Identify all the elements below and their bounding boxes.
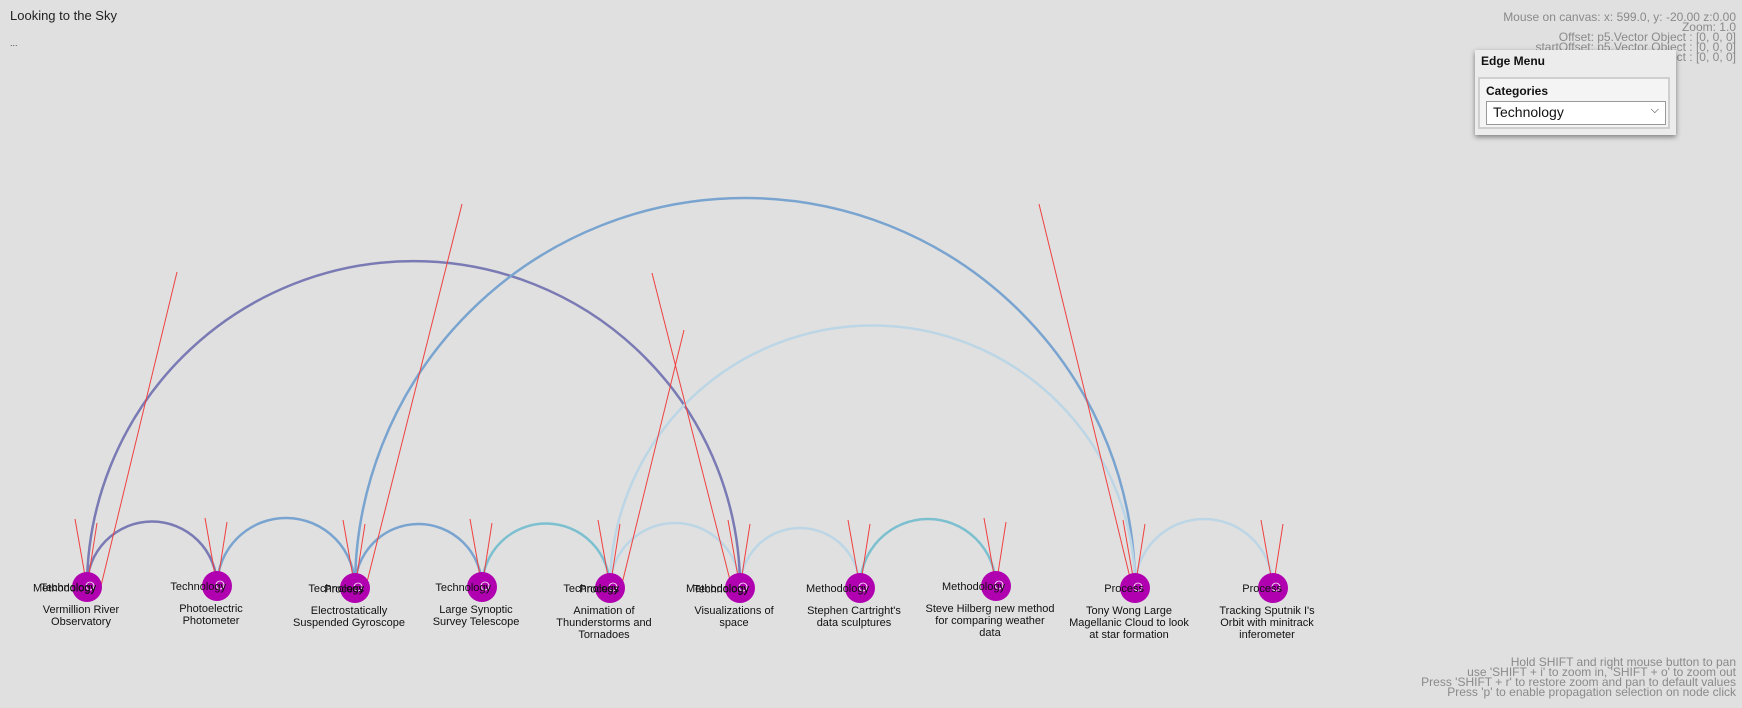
- node-circle[interactable]: [340, 573, 370, 603]
- edge-arc: [215, 516, 357, 589]
- graph-node[interactable]: Methodology Stephen Cartright's data sculp…: [806, 573, 901, 629]
- hint-line: Press 'p' to enable propagation selectio…: [1447, 685, 1736, 699]
- node-category-label: Methodology: [942, 581, 1005, 593]
- node-title: Tracking Sputnik I's Orbit with minitrack…: [1219, 605, 1315, 641]
- edge-arc: [480, 522, 612, 589]
- node-category-label: Technology: [693, 584, 749, 596]
- edge-arc: [353, 196, 1137, 589]
- node-ring: [858, 582, 868, 592]
- edge-menu-title: Edge Menu: [1481, 54, 1546, 68]
- edge-arc: [858, 517, 998, 589]
- node-circle[interactable]: [981, 571, 1011, 601]
- node-category-label: Methodology: [33, 583, 96, 595]
- node-title: Vermillion River Observatory: [43, 604, 120, 628]
- node-ring: [738, 582, 748, 592]
- debug-line: Zoom: 1.0: [1681, 20, 1736, 34]
- graph-node[interactable]: Process Tony Wong Large Magellanic Cloud t…: [1069, 573, 1189, 641]
- node-category-label: Process: [1104, 583, 1144, 595]
- graph-node[interactable]: Process Tracking Sputnik I's Orbit with mi…: [1219, 573, 1315, 641]
- graph-node[interactable]: Methodology Steve Hilberg new method for c…: [925, 571, 1055, 639]
- node-title: Visualizations of space: [694, 605, 774, 629]
- node-title: Steve Hilberg new method for comparing we…: [925, 603, 1054, 639]
- edge-arc: [608, 324, 1137, 589]
- node-category-label: Methodology: [806, 583, 869, 595]
- node-title: Photoelectric Photometer: [179, 603, 243, 627]
- node-circle[interactable]: [595, 573, 625, 603]
- node-ring: [215, 580, 225, 590]
- edge-arc: [608, 521, 742, 589]
- edge-arc: [85, 259, 742, 589]
- node-category-label: Process: [579, 584, 619, 596]
- node-circle[interactable]: [1120, 573, 1150, 603]
- edge-menu-panel: Edge Menu Categories Technology ⌵: [1475, 50, 1676, 135]
- node-category-label: Methodology: [686, 583, 749, 595]
- node-spike: [1038, 203, 1134, 591]
- node-spike: [619, 329, 685, 593]
- node-circle[interactable]: [1258, 573, 1288, 603]
- keyboard-hints: Hold SHIFT and right mouse button to pan…: [1421, 655, 1736, 699]
- node-ring: [480, 581, 490, 591]
- hint-line: Hold SHIFT and right mouse button to pan: [1510, 655, 1736, 669]
- edge-arc: [1133, 517, 1275, 589]
- debug-line: ect : [0, 0, 0]: [1669, 50, 1736, 64]
- debug-line: Offset: p5.Vector Object : [0, 0, 0]: [1558, 30, 1736, 44]
- node-ring: [608, 582, 618, 592]
- node-ring: [1271, 582, 1281, 592]
- hint-line: Press 'SHIFT + r' to restore zoom and pa…: [1421, 675, 1736, 689]
- node-category-label: Process: [324, 584, 364, 596]
- node-title: Tony Wong Large Magellanic Cloud to look a…: [1069, 605, 1189, 641]
- node-ring: [1133, 582, 1143, 592]
- edge-layer: [85, 196, 1275, 589]
- node-category-label: Process: [1242, 583, 1282, 595]
- categories-select[interactable]: Technology ⌵: [1486, 101, 1666, 125]
- edge-arc: [85, 520, 219, 588]
- node-title: Stephen Cartright's data sculptures: [807, 605, 901, 629]
- node-circle[interactable]: [725, 573, 755, 603]
- app-title: Looking to the Sky: [10, 8, 117, 23]
- node-spike: [651, 272, 734, 593]
- node-title: Animation of Thunderstorms and Tornadoes: [556, 605, 651, 641]
- debug-readout: Mouse on canvas: x: 599.0, y: -20.00 z:0…: [1503, 10, 1736, 64]
- app-subtitle: ...: [10, 38, 18, 48]
- node-category-label: Technology: [170, 581, 226, 593]
- categories-select-value: Technology: [1493, 104, 1564, 120]
- node-circle[interactable]: [467, 572, 497, 602]
- node-category-label: Technology: [435, 582, 491, 594]
- node-ring: [85, 581, 95, 591]
- edge-arc: [738, 526, 862, 589]
- hint-line: use 'SHIFT + i' to zoom in, 'SHIFT + o' …: [1467, 665, 1736, 679]
- node-circle[interactable]: [202, 571, 232, 601]
- node-spike: [99, 271, 178, 591]
- node-title: Large Synoptic Survey Telescope: [433, 604, 520, 628]
- categories-group: Categories Technology ⌵: [1478, 77, 1670, 129]
- node-title: Electrostatically Suspended Gyroscope: [293, 605, 405, 629]
- node-ring: [994, 580, 1004, 590]
- chevron-down-icon: ⌵: [1650, 104, 1659, 116]
- node-category-label: Technology: [563, 583, 619, 595]
- node-category-label: Technology: [40, 582, 96, 594]
- node-ring: [353, 582, 363, 592]
- graph-node[interactable]: Technology Large Synoptic Survey Telescope: [433, 572, 520, 628]
- edge-arc: [353, 522, 484, 589]
- node-category-label: Technology: [308, 583, 364, 595]
- debug-line: Mouse on canvas: x: 599.0, y: -20.00 z:0…: [1503, 10, 1736, 24]
- graph-node[interactable]: Technology Photoelectric Photometer: [170, 571, 243, 627]
- node-circle[interactable]: [845, 573, 875, 603]
- node-circle[interactable]: [72, 572, 102, 602]
- categories-label: Categories: [1486, 84, 1549, 98]
- node-spike: [364, 203, 463, 591]
